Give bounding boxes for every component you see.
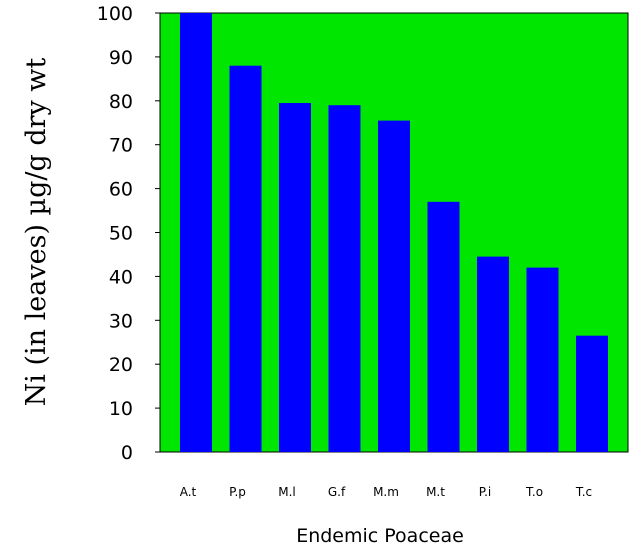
bar-t-c	[576, 335, 608, 452]
y-tick-label: 0	[121, 442, 133, 464]
y-axis-title: Ni (in leaves) µg/g dry wt	[21, 58, 52, 407]
x-tick-label: T.o	[525, 485, 543, 499]
y-tick-label: 90	[109, 47, 133, 69]
y-axis-ticks: 0 10 20 30 40 50 60 70 80 90 100	[97, 3, 160, 464]
x-tick-label: A.t	[180, 485, 197, 499]
y-tick-label: 80	[109, 91, 133, 113]
x-tick-label: M.m	[373, 485, 399, 499]
bar-m-t	[427, 201, 460, 452]
bar-m-l	[279, 103, 311, 452]
y-tick-label: 20	[109, 354, 133, 376]
y-tick-label: 30	[109, 310, 133, 332]
y-tick-label: 60	[109, 179, 133, 201]
bars-group	[180, 13, 608, 452]
y-tick-label: 40	[109, 266, 133, 288]
x-axis-category-labels: A.t P.p M.l G.f M.m M.t P.i T.o T.c	[180, 485, 592, 499]
x-axis-title: Endemic Poaceae	[296, 525, 464, 546]
x-tick-label: P.i	[479, 485, 492, 499]
x-tick-label: T.c	[575, 485, 592, 499]
bar-m-m	[378, 120, 410, 452]
y-tick-label: 10	[109, 398, 133, 420]
x-tick-label: P.p	[229, 485, 246, 499]
bar-a-t	[180, 13, 212, 452]
y-tick-label: 50	[109, 223, 133, 245]
bar-p-p	[229, 65, 262, 452]
bar-g-f	[328, 105, 361, 452]
x-tick-label: G.f	[328, 485, 346, 499]
bar-p-i	[477, 256, 509, 452]
y-tick-label: 100	[97, 3, 133, 25]
x-tick-label: M.t	[426, 485, 445, 499]
bar-t-o	[526, 267, 559, 452]
y-tick-label: 70	[109, 135, 133, 157]
x-tick-label: M.l	[278, 485, 296, 499]
